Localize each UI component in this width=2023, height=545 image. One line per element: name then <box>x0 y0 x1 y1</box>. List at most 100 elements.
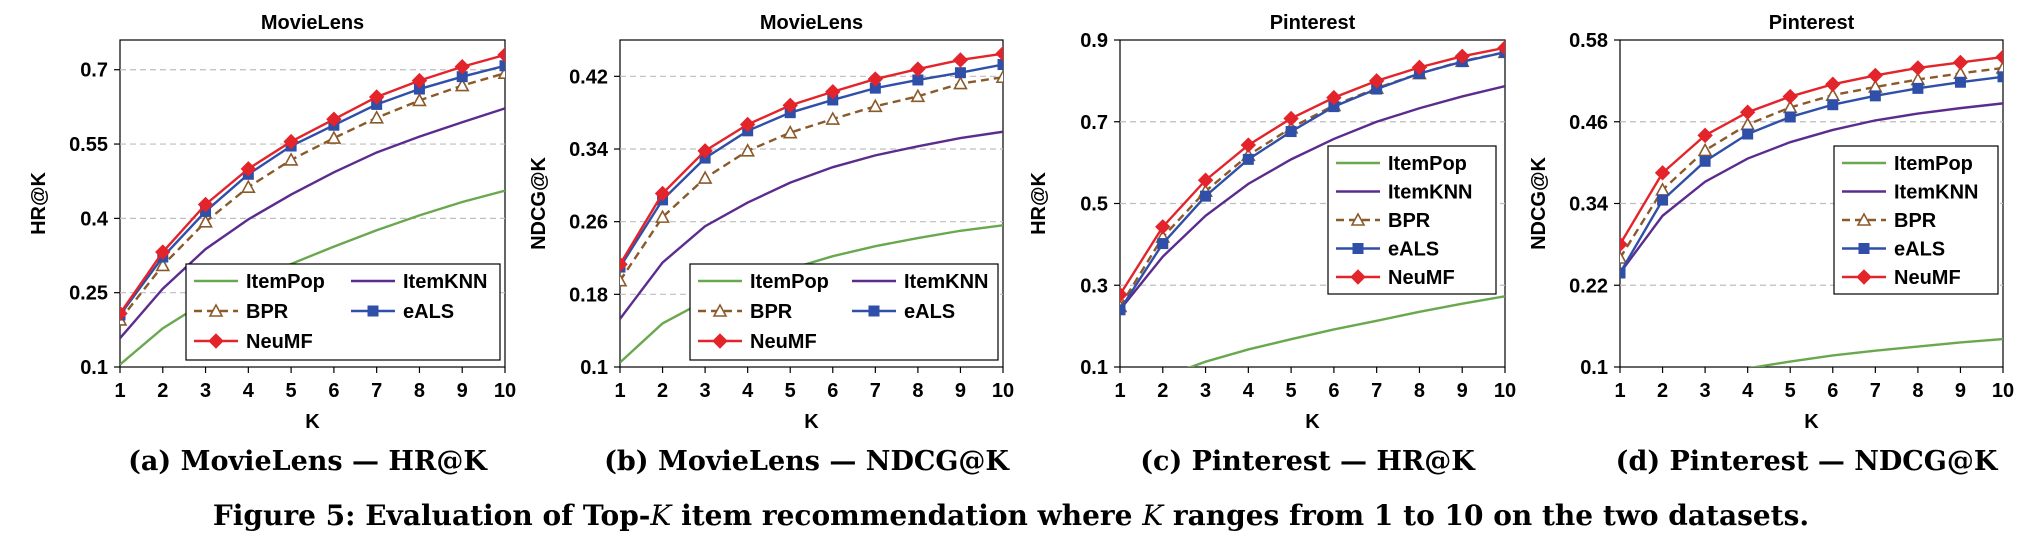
legend: ItemPop ItemKNN BPR eALS NeuMF <box>185 263 501 361</box>
x-tick-label: 3 <box>1200 380 1211 402</box>
series-line-itemknn <box>620 130 1003 320</box>
subfigure-caption: (d) Pinterest — NDCG@K <box>1616 446 1999 477</box>
y-tick-label: 0.1 <box>80 357 108 379</box>
y-tick-label: 0.58 <box>1569 30 1608 52</box>
x-tick-label: 10 <box>494 380 516 402</box>
series-line-eals <box>120 64 505 316</box>
data-point-eals <box>1620 267 1626 279</box>
x-tick-label: 3 <box>200 380 211 402</box>
data-point-neumf <box>1497 40 1505 56</box>
series-line-eals <box>620 63 1003 268</box>
data-point-eals <box>499 60 505 72</box>
data-point-neumf <box>155 244 171 260</box>
legend-label-eals: eALS <box>1388 239 1439 261</box>
x-tick-label: 6 <box>328 380 339 402</box>
y-tick-label: 0.4 <box>80 208 109 230</box>
chart-panel-4: 0.1 0.22 0.34 0.46 0.58 1 2 3 4 5 6 7 8 9 10 Pinterest K… <box>1528 12 2014 477</box>
legend-marker-bpr <box>712 303 728 317</box>
x-tick-label: 3 <box>700 380 711 402</box>
legend-label-itemknn: ItemKNN <box>403 271 487 293</box>
chart-title: Pinterest <box>1270 12 1356 34</box>
x-tick-label: 9 <box>457 380 468 402</box>
legend-label-itempop: ItemPop <box>246 271 325 293</box>
y-tick-label: 0.3 <box>1080 275 1108 297</box>
series-line-neumf <box>120 53 505 315</box>
data-point-bpr <box>155 257 171 272</box>
series-line-itempop <box>1187 295 1505 367</box>
data-point-neumf <box>411 72 428 89</box>
x-tick-label: 2 <box>1657 380 1668 402</box>
data-point-bpr <box>655 209 670 223</box>
x-tick-label: 10 <box>992 380 1014 402</box>
legend-label-eals: eALS <box>904 301 955 323</box>
data-point-bpr <box>1620 250 1628 264</box>
x-tick-label: 5 <box>1785 380 1796 402</box>
data-point-neumf <box>1326 89 1342 106</box>
x-tick-label: 6 <box>1328 380 1339 402</box>
x-axis-label: K <box>804 411 819 433</box>
x-tick-label: 3 <box>1700 380 1711 402</box>
y-tick-label: 0.46 <box>1569 112 1608 134</box>
data-point-neumf <box>240 161 257 177</box>
data-point-eals <box>1742 128 1754 140</box>
data-point-neumf <box>697 143 713 159</box>
data-point-eals <box>1285 126 1297 138</box>
data-point-neumf <box>782 97 798 114</box>
data-point-eals <box>1869 90 1881 102</box>
y-tick-label: 0.1 <box>580 357 608 379</box>
data-point-bpr <box>697 170 713 184</box>
data-point-neumf <box>654 185 671 202</box>
data-point-eals <box>1784 111 1796 123</box>
data-point-neumf <box>910 61 926 77</box>
data-point-bpr <box>825 111 841 125</box>
legend: ItemPop ItemKNN BPR eALS NeuMF <box>689 263 999 361</box>
data-point-eals <box>1157 238 1169 250</box>
data-point-bpr <box>867 98 883 113</box>
y-axis-label: NDCG@K <box>1528 157 1550 250</box>
series-group <box>120 47 505 366</box>
x-tick-label: 6 <box>1827 380 1838 402</box>
x-tick-label: 9 <box>1457 380 1468 402</box>
y-tick-label: 0.7 <box>1080 112 1108 134</box>
data-point-neumf <box>326 111 342 127</box>
data-point-bpr <box>369 110 385 124</box>
x-tick-label: 5 <box>1286 380 1297 402</box>
legend-marker-eals <box>868 305 880 317</box>
x-tick-label: 10 <box>1992 380 2014 402</box>
legend-label-itempop: ItemPop <box>1388 153 1467 175</box>
data-point-neumf <box>1739 104 1756 120</box>
x-tick-label: 8 <box>912 380 923 402</box>
legend-marker-neumf <box>1856 269 1872 285</box>
data-point-neumf <box>497 47 505 63</box>
x-tick-label: 7 <box>1371 380 1382 402</box>
x-tick-label: 9 <box>1955 380 1966 402</box>
data-point-neumf <box>1910 60 1926 76</box>
data-point-eals <box>954 67 966 79</box>
y-tick-label: 0.7 <box>80 60 108 82</box>
x-tick-label: 8 <box>414 380 425 402</box>
data-point-neumf <box>1952 54 1969 71</box>
x-tick-label: 7 <box>1870 380 1881 402</box>
x-tick-label: 5 <box>785 380 796 402</box>
legend-label-itempop: ItemPop <box>1894 153 1973 175</box>
y-tick-label: 0.1 <box>1580 357 1608 379</box>
data-point-neumf <box>995 45 1003 62</box>
legend-label-itemknn: ItemKNN <box>1388 182 1472 204</box>
y-axis-label: NDCG@K <box>528 157 550 250</box>
x-tick-label: 10 <box>1494 380 1516 402</box>
x-tick-label: 4 <box>1243 380 1255 402</box>
data-point-eals <box>1200 190 1212 202</box>
data-point-eals <box>1954 76 1966 88</box>
chart-panel-1: 0.1 0.25 0.4 0.55 0.7 1 2 3 4 5 6 7 8 9 10 MovieLens K HR… <box>28 12 516 477</box>
data-point-bpr <box>910 88 926 103</box>
data-point-neumf <box>1697 127 1713 144</box>
data-point-bpr <box>412 92 427 107</box>
legend-label-neumf: NeuMF <box>1894 267 1961 289</box>
legend-label-bpr: BPR <box>1894 210 1937 232</box>
x-tick-label: 2 <box>157 380 168 402</box>
y-tick-label: 0.25 <box>69 283 108 305</box>
y-tick-label: 0.34 <box>1569 194 1609 216</box>
x-tick-label: 4 <box>243 380 255 402</box>
y-tick-label: 0.9 <box>1080 30 1108 52</box>
